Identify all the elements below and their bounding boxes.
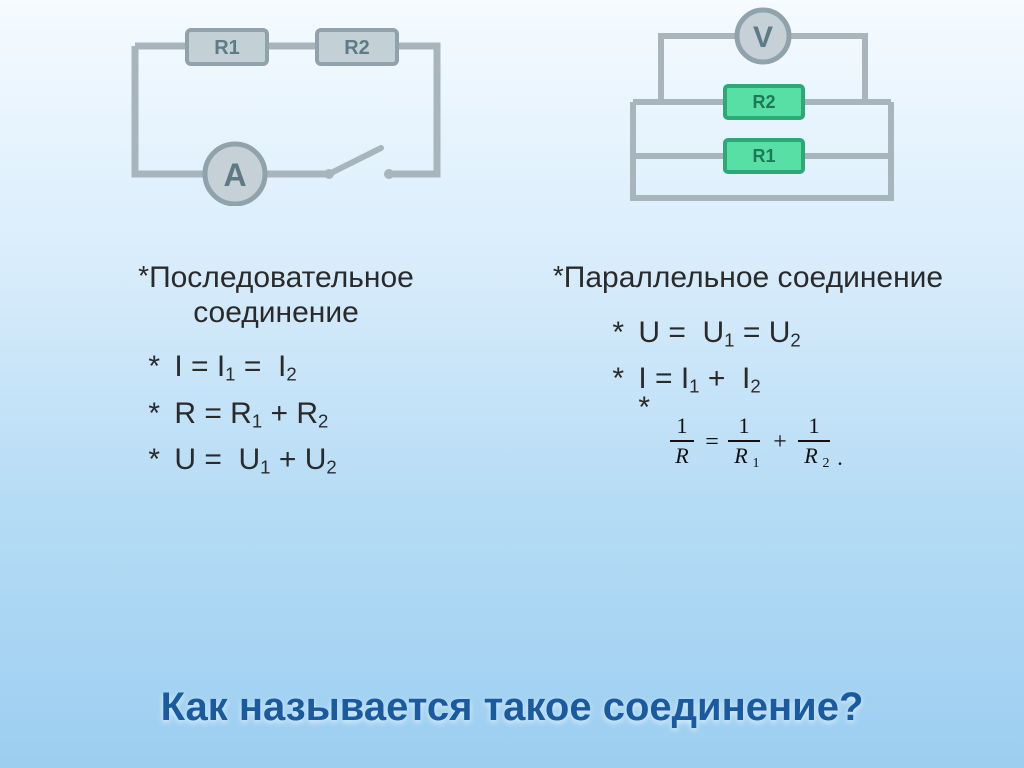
bullet-icon: * <box>612 356 638 403</box>
svg-text:1: 1 <box>753 456 760 471</box>
parallel-column: *Параллельное соединение *U = U1 = U2 *I… <box>540 260 955 484</box>
bullet-icon: * <box>612 310 638 357</box>
bullet-icon: * <box>148 344 174 391</box>
svg-text:.: . <box>837 445 843 470</box>
bullet-icon: * <box>138 260 149 291</box>
parallel-formula-3: * 1 R = 1 R 1 + 1 <box>540 411 955 471</box>
parallel-circuit-diagram: V R2 R1 <box>591 6 931 206</box>
svg-text:R: R <box>733 443 748 468</box>
svg-text:R: R <box>674 443 689 468</box>
parallel-formula-2: *I = I1 + I2 <box>540 356 955 403</box>
resistance-fraction: 1 R = 1 R 1 + 1 R 2 <box>666 411 886 471</box>
slide-title: Как называется такое соединение? <box>0 685 1024 730</box>
parallel-formula-1: *U = U1 = U2 <box>540 310 955 357</box>
diagrams-row: R1 R2 A <box>0 0 1024 206</box>
svg-text:1: 1 <box>739 413 750 438</box>
parallel-heading: *Параллельное соединение <box>540 260 955 296</box>
bullet-icon: * <box>148 391 174 438</box>
series-formula-1: *I = I1 = I2 <box>68 344 483 391</box>
series-heading-text: Последовательное соединение <box>149 261 414 329</box>
slide: R1 R2 A <box>0 0 1024 768</box>
series-r1-label: R1 <box>214 37 240 59</box>
bullet-icon: * <box>148 437 174 484</box>
svg-text:1: 1 <box>809 413 820 438</box>
svg-text:+: + <box>773 429 787 455</box>
parallel-r2-label: R2 <box>752 92 775 112</box>
series-formula-3: *U = U1 + U2 <box>68 437 483 484</box>
svg-text:2: 2 <box>823 456 830 471</box>
series-circuit-diagram: R1 R2 A <box>93 6 473 206</box>
svg-text:R: R <box>803 443 818 468</box>
svg-text:1: 1 <box>677 413 688 438</box>
bullet-icon: * <box>553 260 564 291</box>
bullet-icon: * <box>638 391 650 425</box>
content-columns: *Последовательное соединение *I = I1 = I… <box>0 260 1024 484</box>
voltmeter-label: V <box>753 21 773 54</box>
ammeter-label: A <box>223 157 246 193</box>
parallel-r1-label: R1 <box>752 146 775 166</box>
series-column: *Последовательное соединение *I = I1 = I… <box>68 260 483 484</box>
series-r2-label: R2 <box>344 37 370 59</box>
svg-text:=: = <box>705 429 719 455</box>
series-heading: *Последовательное соединение <box>68 260 483 330</box>
series-formula-2: *R = R1 + R2 <box>68 391 483 438</box>
parallel-heading-text: Параллельное соединение <box>564 261 943 294</box>
